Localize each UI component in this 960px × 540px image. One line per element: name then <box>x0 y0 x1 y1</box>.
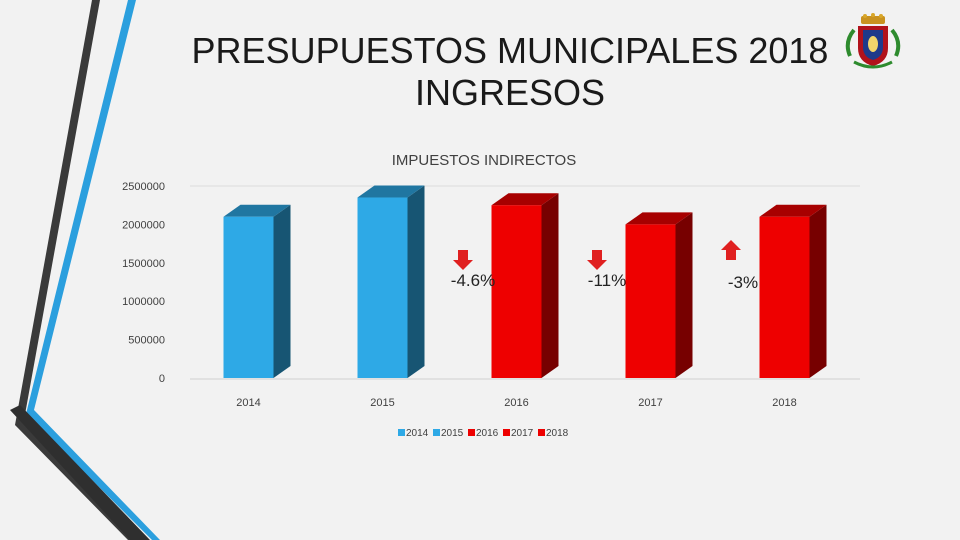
chart-title: IMPUESTOS INDIRECTOS <box>392 152 576 169</box>
y-tick-label: 2000000 <box>122 219 165 231</box>
legend-label: 2016 <box>476 428 499 439</box>
bar-top-2018 <box>759 204 827 217</box>
legend-swatch-2016 <box>468 429 475 436</box>
bar-side-2018 <box>809 204 827 378</box>
legend-label: 2018 <box>546 428 569 439</box>
bar-top-2015 <box>357 185 425 198</box>
title-line-1: PRESUPUESTOS MUNICIPALES 2018 <box>191 30 829 71</box>
arrow-up-icon <box>721 240 741 260</box>
y-tick-label: 1500000 <box>122 258 165 270</box>
bar-side-2016 <box>541 193 559 378</box>
slide-title: PRESUPUESTOS MUNICIPALES 2018 INGRESOS <box>180 30 840 114</box>
x-tick-label: 2017 <box>638 397 662 409</box>
x-tick-label: 2014 <box>236 397 260 409</box>
bar-side-2017 <box>675 212 693 378</box>
arrow-down-icon <box>453 250 473 270</box>
bar-2014 <box>223 216 274 378</box>
bar-2018 <box>759 216 810 378</box>
x-tick-label: 2016 <box>504 397 528 409</box>
bar-side-2014 <box>273 204 291 378</box>
bar-top-2016 <box>491 193 559 206</box>
legend-swatch-2018 <box>538 429 545 436</box>
legend-label: 2017 <box>511 428 534 439</box>
change-annotation: -4.6% <box>451 271 495 290</box>
legend-label: 2014 <box>406 428 429 439</box>
change-annotation: -3% <box>728 273 758 292</box>
bar-2017 <box>625 224 676 378</box>
legend-label: 2015 <box>441 428 464 439</box>
y-tick-label: 1000000 <box>122 296 165 308</box>
y-tick-label: 0 <box>159 373 165 385</box>
x-tick-label: 2015 <box>370 397 394 409</box>
bar-top-2014 <box>223 204 291 217</box>
y-tick-label: 2500000 <box>122 181 165 193</box>
legend-swatch-2017 <box>503 429 510 436</box>
bar-2016 <box>491 205 542 378</box>
title-line-2: INGRESOS <box>414 72 606 113</box>
legend-swatch-2015 <box>433 429 440 436</box>
y-tick-label: 500000 <box>128 335 165 347</box>
bar-top-2017 <box>625 212 693 225</box>
legend-swatch-2014 <box>398 429 405 436</box>
change-annotation: -11% <box>588 271 626 290</box>
x-tick-label: 2018 <box>772 397 796 409</box>
arrow-down-icon <box>587 250 607 270</box>
bar-2015 <box>357 197 408 378</box>
bar-side-2015 <box>407 185 425 378</box>
municipal-coat-of-arms-icon <box>845 13 901 69</box>
